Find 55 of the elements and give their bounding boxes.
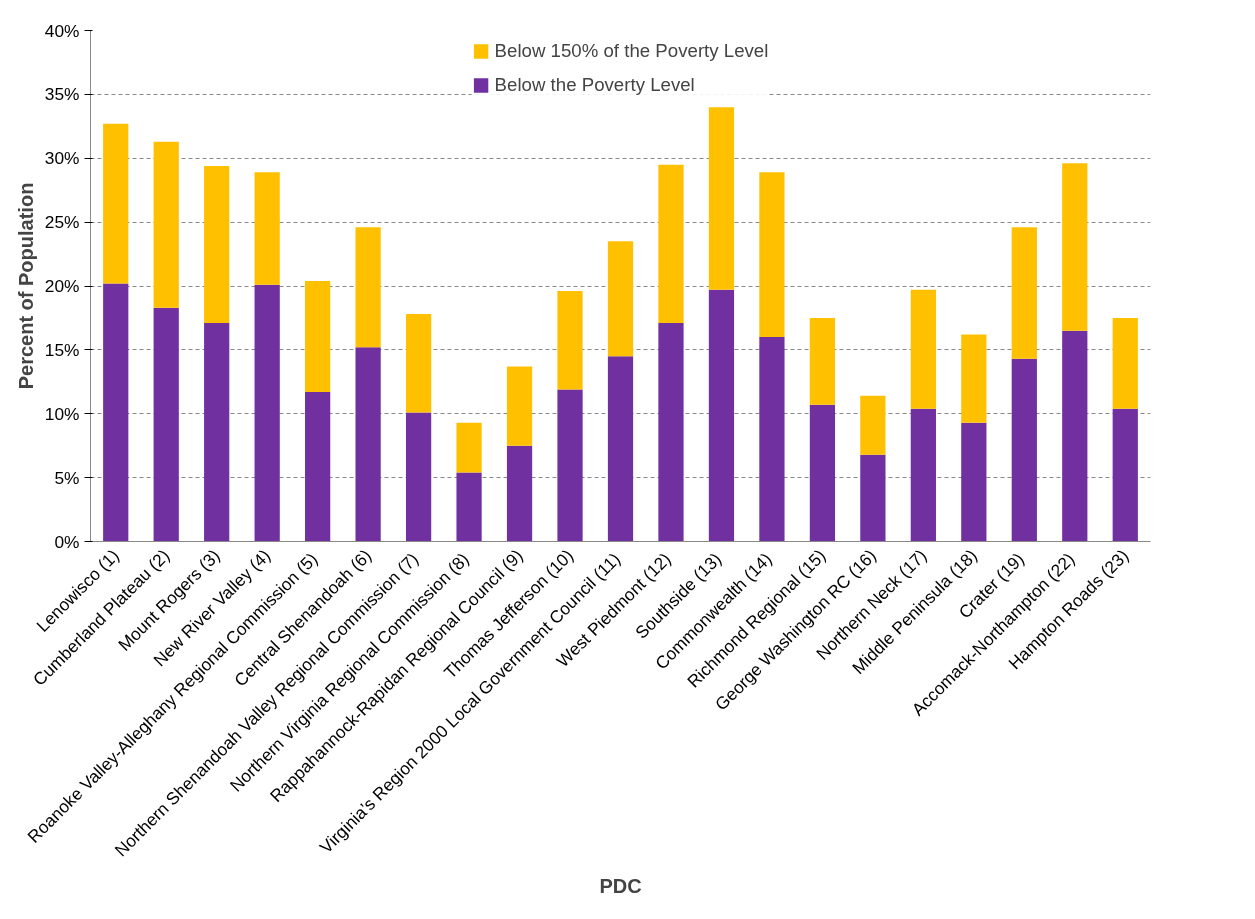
- y-tick-label: 20%: [44, 276, 80, 296]
- legend-label: Below 150% of the Poverty Level: [494, 40, 769, 62]
- y-tick-label: 5%: [54, 467, 80, 488]
- y-tick-label: 25%: [44, 212, 80, 233]
- bar: [355, 347, 381, 542]
- bar: [456, 472, 482, 542]
- bar: [305, 280, 331, 393]
- bar: [153, 307, 179, 542]
- bar: [355, 227, 381, 348]
- bar: [254, 284, 280, 542]
- bar: [1062, 163, 1088, 331]
- bar: [708, 289, 735, 542]
- bar: [860, 454, 886, 542]
- y-tick-label: 40%: [44, 20, 80, 41]
- bar: [658, 164, 684, 324]
- bar: [405, 412, 432, 542]
- bar: [910, 289, 936, 409]
- bar: [809, 404, 836, 542]
- bar: [456, 422, 482, 473]
- bar: [103, 123, 129, 284]
- bar: [961, 334, 987, 423]
- bar: [557, 291, 583, 390]
- y-axis-title: Percent of Population: [14, 182, 37, 390]
- bar: [1112, 408, 1138, 542]
- bar: [658, 323, 684, 542]
- bar: [910, 408, 936, 542]
- bar: [759, 337, 785, 542]
- bar: [607, 356, 634, 542]
- bar: [506, 445, 533, 542]
- legend-label: Below the Poverty Level: [494, 74, 695, 96]
- y-tick-label: 30%: [44, 148, 80, 169]
- bar: [1011, 227, 1037, 359]
- bar: [1112, 317, 1138, 409]
- bar: [607, 241, 634, 357]
- bar: [708, 107, 735, 290]
- bar: [103, 283, 129, 542]
- x-axis-title: PDC: [599, 875, 642, 898]
- bar: [961, 422, 987, 542]
- y-tick-label: 35%: [44, 84, 80, 105]
- bar: [1011, 358, 1037, 542]
- bar: [809, 317, 836, 405]
- y-tick-label: 15%: [44, 339, 80, 360]
- bar: [860, 395, 886, 455]
- bar: [557, 389, 583, 542]
- bar: [759, 172, 785, 338]
- bar: [305, 392, 331, 542]
- y-tick-label: 0%: [54, 531, 80, 552]
- bar: [204, 165, 230, 324]
- y-tick-label: 10%: [44, 403, 80, 424]
- bar: [405, 314, 432, 413]
- bar: [204, 323, 230, 542]
- bar: [254, 172, 280, 285]
- bar: [153, 141, 179, 308]
- bar: [506, 366, 533, 446]
- bar: [1062, 330, 1088, 542]
